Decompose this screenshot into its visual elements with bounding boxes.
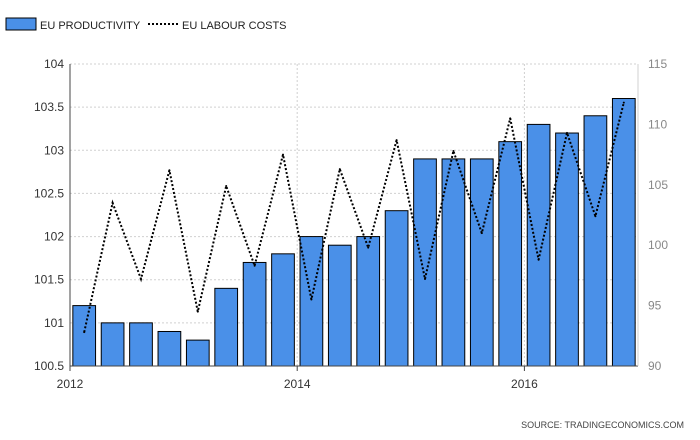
labour-costs-point[interactable] [594,215,597,218]
productivity-bar[interactable] [157,330,182,367]
productivity-bar[interactable] [100,322,125,367]
productivity-bar[interactable] [327,244,352,367]
productivity-bar[interactable] [384,210,409,367]
right-tick-label: 115 [648,57,667,71]
labour-costs-point[interactable] [168,169,171,172]
x-tick-label: 2014 [284,377,311,391]
labour-costs-point[interactable] [367,246,370,249]
left-tick-label: 101 [44,316,64,330]
left-tick-label: 103.5 [34,100,64,114]
legend: EU PRODUCTIVITY EU LABOUR COSTS [5,17,287,32]
labour-costs-point[interactable] [310,298,313,301]
productivity-bar[interactable] [555,132,579,367]
left-tick-label: 102 [44,230,64,244]
source-label: SOURCE: TRADINGECONOMICS.COM [521,420,684,430]
left-tick-label: 104 [44,57,64,71]
productivity-bar[interactable] [356,236,381,367]
productivity-bar[interactable] [583,115,608,367]
labour-costs-point[interactable] [140,278,142,281]
labour-costs-point[interactable] [225,185,228,188]
right-tick-label: 95 [648,299,662,313]
labour-costs-point[interactable] [111,201,114,204]
left-tick-label: 100.5 [34,359,64,373]
labour-costs-point[interactable] [622,101,625,104]
grid [69,63,638,367]
productivity-bar[interactable] [242,261,267,367]
axes: 104 103.5 103 102.5 102 101.5 101 100.5 115 110 10… [34,57,668,391]
right-tick-label: 105 [648,178,668,192]
labour-costs-point[interactable] [537,258,540,261]
labour-costs-point[interactable] [338,168,341,171]
labour-costs-point[interactable] [424,278,426,281]
x-tick-label: 2016 [511,377,538,391]
labour-costs-point[interactable] [282,153,284,156]
labour-costs-point[interactable] [566,131,568,134]
right-tick-label: 90 [648,359,662,373]
x-tick-label: 2012 [57,377,84,391]
right-tick-label: 110 [648,117,667,131]
labour-costs-point[interactable] [196,310,199,313]
productivity-bar[interactable] [441,158,466,367]
labour-costs-point[interactable] [480,232,483,235]
productivity-bar[interactable] [271,253,295,367]
left-tick-label: 101.5 [34,273,64,287]
labour-costs-point[interactable] [452,149,455,152]
left-tick-label: 103 [44,143,64,157]
productivity-bar[interactable] [72,305,97,367]
productivity-bar[interactable] [413,158,437,367]
productivity-bar[interactable] [185,339,210,367]
productivity-bar[interactable] [129,322,153,367]
legend-swatch-productivity[interactable] [5,17,37,31]
labour-costs-point[interactable] [253,264,256,267]
productivity-bars [72,98,636,367]
labour-costs-point[interactable] [83,331,86,334]
labour-costs-line [83,101,625,334]
productivity-bar[interactable] [469,158,494,367]
right-tick-label: 100 [648,238,668,252]
productivity-bar[interactable] [611,98,636,367]
labour-costs-point[interactable] [395,139,398,142]
productivity-bar[interactable] [498,141,523,367]
legend-label-productivity: EU PRODUCTIVITY [40,20,141,32]
productivity-bar[interactable] [526,123,551,367]
productivity-bar[interactable] [214,287,239,367]
legend-label-labour-costs: EU LABOUR COSTS [182,20,287,32]
labour-costs-point[interactable] [509,117,512,120]
left-tick-label: 102.5 [34,186,64,200]
labour-costs-polyline [83,102,625,333]
